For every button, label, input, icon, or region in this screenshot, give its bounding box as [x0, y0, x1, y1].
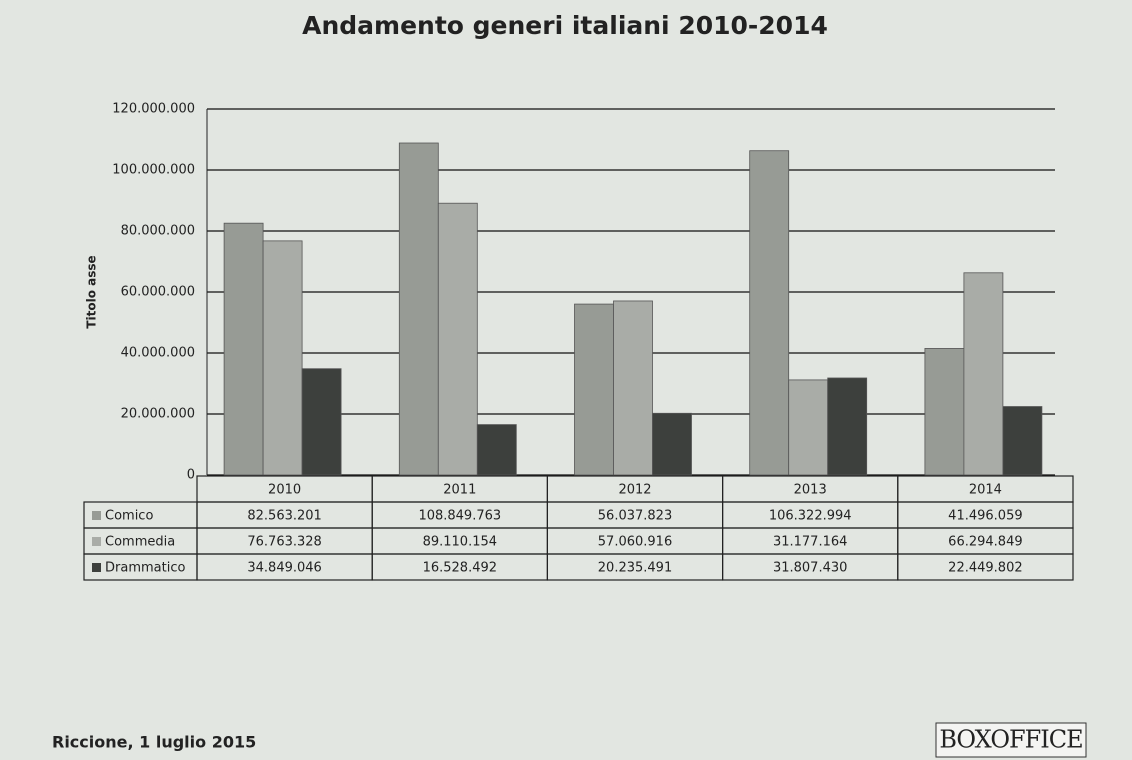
data-label: 89.110.154	[423, 535, 497, 550]
bar	[1002, 406, 1043, 476]
x-tick-label: 2013	[794, 483, 827, 498]
bar	[749, 150, 790, 476]
data-label: 31.807.430	[773, 561, 847, 576]
y-tick-label: 60.000.000	[121, 285, 195, 300]
logo-box	[935, 722, 1087, 758]
y-tick-label: 40.000.000	[121, 346, 195, 361]
bar	[574, 303, 614, 476]
data-label: 31.177.164	[773, 535, 847, 550]
data-label: 34.849.046	[247, 561, 321, 576]
y-tick-label: 20.000.000	[121, 407, 195, 422]
data-label: 76.763.328	[247, 535, 321, 550]
data-label: 22.449.802	[948, 561, 1022, 576]
legend-swatch	[92, 511, 101, 520]
legend-label: Drammatico	[105, 561, 185, 576]
y-tick-label: 120.000.000	[112, 102, 195, 117]
data-label: 57.060.916	[598, 535, 672, 550]
x-tick-label: 2011	[443, 483, 476, 498]
legend-swatch	[92, 563, 101, 572]
bar	[476, 424, 517, 476]
bar	[613, 300, 653, 476]
data-label: 108.849.763	[418, 509, 501, 524]
bar	[301, 368, 342, 476]
y-tick-label: 0	[187, 468, 195, 483]
data-label: 56.037.823	[598, 509, 672, 524]
y-tick-label: 100.000.000	[112, 163, 195, 178]
x-tick-label: 2010	[268, 483, 301, 498]
legend-label: Commedia	[105, 535, 175, 550]
chart-title: Andamento generi italiani 2010-2014	[302, 11, 828, 40]
bar	[924, 348, 965, 476]
data-label: 66.294.849	[948, 535, 1022, 550]
y-axis-label: Titolo asse	[85, 255, 99, 328]
bar	[437, 202, 478, 476]
legend-label: Comico	[105, 509, 153, 524]
bar	[788, 379, 829, 476]
x-tick-label: 2014	[969, 483, 1002, 498]
bar	[963, 272, 1004, 476]
bar	[398, 142, 439, 476]
data-label: 106.322.994	[769, 509, 852, 524]
data-label: 20.235.491	[598, 561, 672, 576]
y-tick-label: 80.000.000	[121, 224, 195, 239]
x-tick-label: 2012	[618, 483, 651, 498]
bar	[262, 240, 303, 476]
data-label: 82.563.201	[247, 509, 321, 524]
footer-text: Riccione, 1 luglio 2015	[52, 733, 256, 752]
legend-swatch	[92, 537, 101, 546]
table-cell	[897, 553, 1074, 581]
data-label: 41.496.059	[948, 509, 1022, 524]
logo: BOXOFFICE	[939, 726, 1082, 754]
data-label: 16.528.492	[423, 561, 497, 576]
bar	[652, 412, 692, 476]
bar	[827, 377, 868, 476]
bar	[223, 222, 264, 476]
